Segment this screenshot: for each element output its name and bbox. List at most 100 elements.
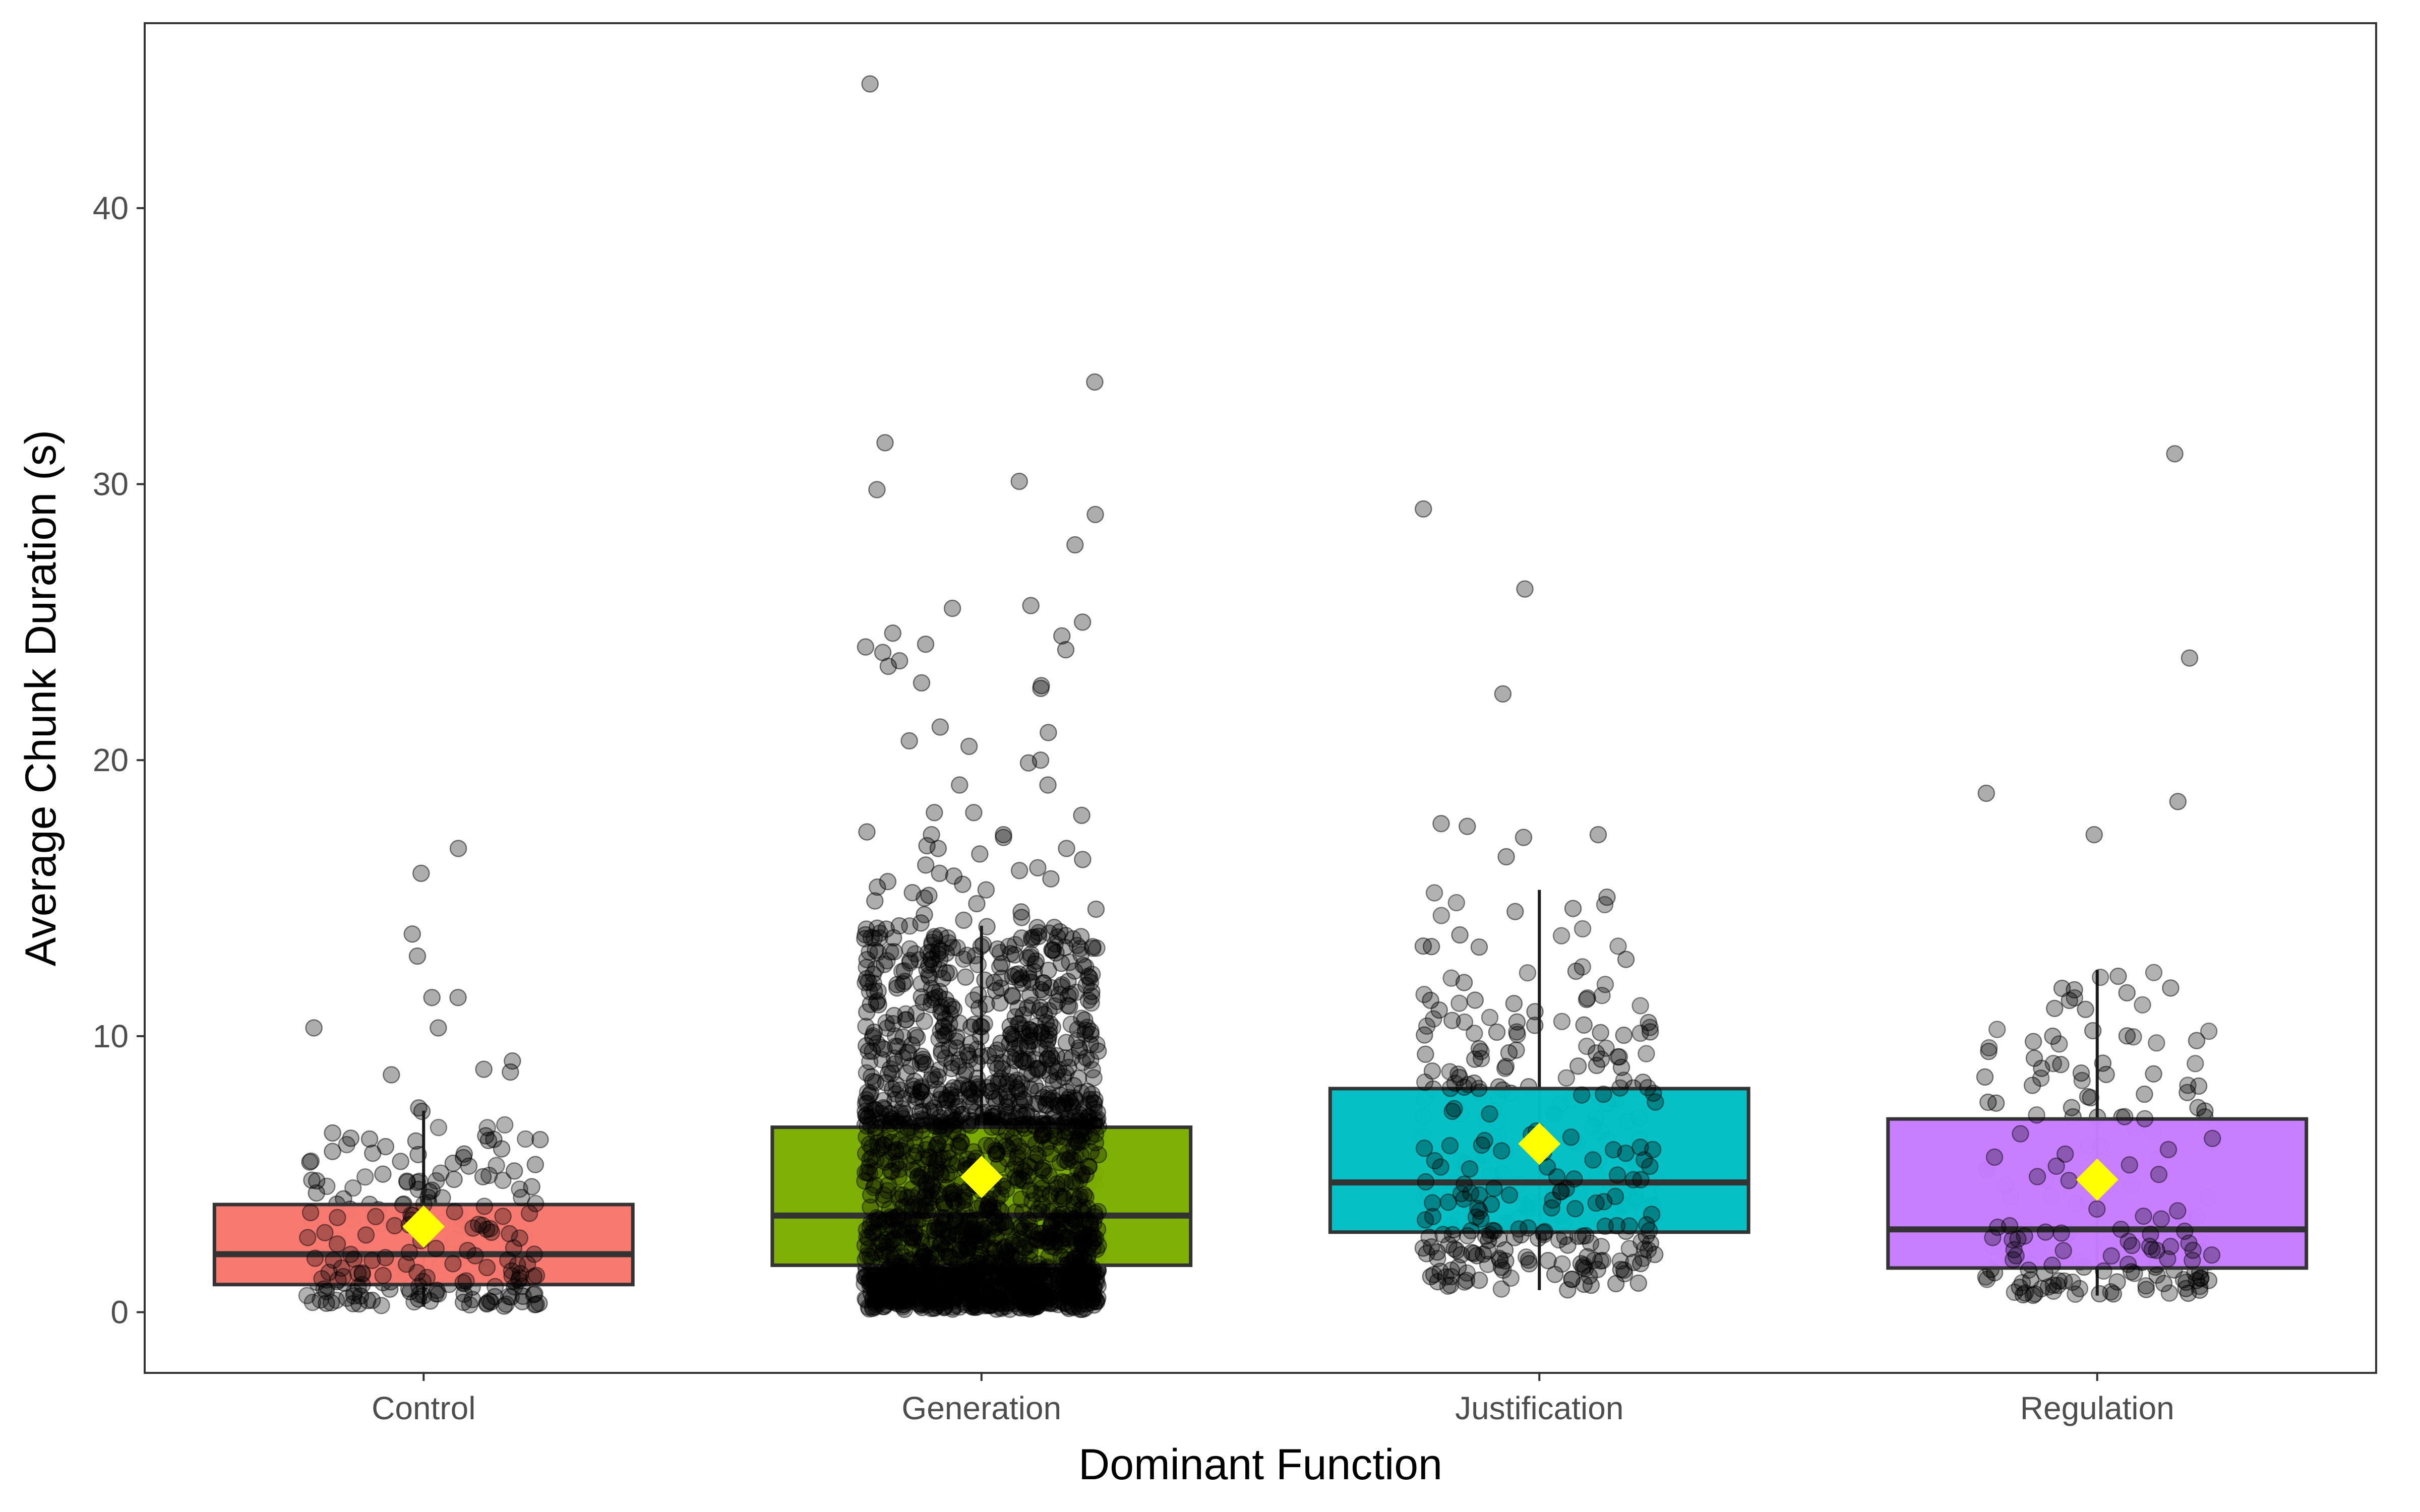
data-point-control	[308, 1184, 325, 1202]
data-point-generation	[1086, 1208, 1104, 1226]
data-point-generation	[1004, 1128, 1022, 1146]
data-point-generation	[886, 1055, 903, 1073]
data-point-generation	[1085, 1095, 1104, 1113]
data-point-generation	[1040, 1002, 1058, 1020]
data-point-generation	[1071, 1248, 1089, 1266]
data-point-generation	[933, 1044, 950, 1062]
data-point-justification	[1519, 1219, 1537, 1237]
data-point-justification	[1445, 1240, 1463, 1258]
outlier-point-generation	[1042, 870, 1060, 888]
data-point-control	[315, 1280, 333, 1298]
data-point-generation	[949, 1125, 966, 1143]
data-point-regulation	[2136, 1085, 2153, 1103]
data-point-generation	[981, 1278, 999, 1296]
outlier-point-generation	[861, 75, 879, 93]
data-point-justification	[1429, 1249, 1446, 1268]
data-point-generation	[858, 1064, 876, 1082]
data-point-control	[526, 1296, 544, 1313]
data-point-generation	[906, 1123, 924, 1141]
data-point-generation	[889, 1038, 906, 1055]
data-point-generation	[1086, 1125, 1105, 1143]
data-point-regulation	[2145, 1065, 2162, 1083]
outlier-point-generation	[1032, 679, 1050, 698]
data-point-regulation	[2143, 1241, 2161, 1258]
data-point-regulation	[2071, 1280, 2089, 1298]
data-point-generation	[1035, 974, 1052, 992]
x-tick-label-justification: Justification	[1455, 1390, 1623, 1426]
data-point-generation	[1005, 1268, 1023, 1285]
data-point-justification	[1470, 938, 1488, 956]
data-point-regulation	[2169, 1202, 2187, 1220]
data-point-generation	[942, 1183, 960, 1202]
outlier-point-generation	[1057, 641, 1075, 659]
data-point-generation	[1061, 954, 1078, 971]
data-point-justification	[1481, 1009, 1499, 1027]
data-point-control	[493, 1140, 511, 1158]
data-point-control	[509, 1256, 526, 1274]
data-point-generation	[1073, 1166, 1091, 1184]
data-point-generation	[970, 986, 987, 1004]
data-point-control	[494, 1208, 512, 1225]
outlier-point-control	[305, 1019, 323, 1037]
data-point-control	[308, 1172, 326, 1190]
data-point-justification	[1609, 937, 1627, 955]
data-point-generation	[1004, 1233, 1022, 1251]
data-point-justification	[1418, 1017, 1436, 1035]
outlier-point-control	[449, 840, 467, 857]
data-point-generation	[923, 936, 941, 954]
data-point-justification	[1553, 1013, 1571, 1030]
data-point-generation	[898, 1197, 916, 1215]
data-point-generation	[1023, 996, 1041, 1014]
data-point-justification	[1447, 894, 1466, 912]
data-point-generation	[965, 1086, 983, 1104]
data-point-control	[373, 1297, 390, 1314]
data-point-generation	[878, 1019, 896, 1037]
data-point-justification	[1595, 1085, 1612, 1103]
data-point-generation	[948, 939, 966, 957]
data-point-control	[446, 1203, 463, 1221]
outlier-point-justification	[1494, 685, 1512, 703]
data-point-generation	[968, 1054, 986, 1072]
data-point-generation	[1081, 974, 1100, 991]
outlier-point-justification	[1432, 814, 1450, 833]
mean-markers-layer	[402, 1122, 2119, 1248]
data-point-regulation	[2049, 1277, 2067, 1294]
data-point-justification	[1459, 1076, 1477, 1094]
data-point-regulation	[2203, 1246, 2221, 1264]
data-point-control	[525, 1268, 543, 1286]
data-point-generation	[1010, 971, 1028, 988]
outlier-point-generation	[868, 481, 886, 498]
data-point-generation	[897, 1011, 915, 1029]
data-point-justification	[1557, 1069, 1576, 1087]
outlier-point-generation	[995, 829, 1012, 846]
data-point-generation	[942, 1082, 960, 1100]
data-point-justification	[1485, 1179, 1503, 1198]
x-tick-label-control: Control	[372, 1390, 475, 1426]
data-point-justification	[1459, 1227, 1476, 1245]
data-point-generation	[989, 1075, 1007, 1093]
outlier-point-generation	[977, 881, 995, 899]
y-tick-label: 30	[93, 466, 129, 502]
data-point-justification	[1488, 1023, 1506, 1041]
data-point-justification	[1641, 1019, 1659, 1036]
data-point-control	[301, 1153, 319, 1171]
data-point-justification	[1578, 1037, 1596, 1055]
data-point-regulation	[2028, 1168, 2046, 1185]
data-point-regulation	[2148, 1034, 2165, 1052]
data-point-control	[513, 1293, 531, 1310]
data-point-control	[454, 1149, 472, 1167]
data-point-justification	[1505, 994, 1523, 1013]
data-point-justification	[1424, 1208, 1442, 1225]
data-point-regulation	[2162, 979, 2180, 997]
data-point-justification	[1420, 1228, 1438, 1246]
outlier-point-regulation	[2169, 793, 2187, 810]
data-point-control	[411, 1172, 429, 1190]
data-point-regulation	[2134, 996, 2151, 1014]
outlier-point-generation	[1087, 900, 1105, 918]
data-point-control	[523, 1178, 540, 1195]
data-point-control	[486, 1278, 504, 1296]
outlier-point-justification	[1515, 829, 1533, 846]
outlier-point-control	[475, 1060, 493, 1078]
data-point-generation	[869, 992, 887, 1010]
